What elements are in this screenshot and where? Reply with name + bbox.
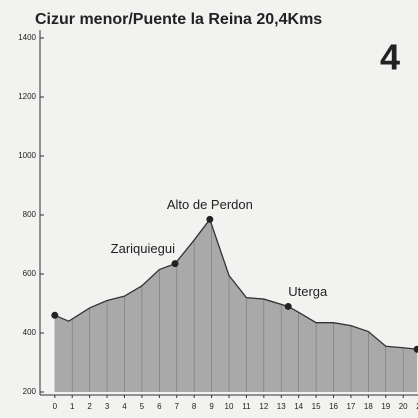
x-tick-label: 17 xyxy=(346,402,355,411)
y-tick-label: 1000 xyxy=(18,151,36,160)
x-tick-label: 13 xyxy=(277,402,286,411)
x-tick-label: 18 xyxy=(364,402,373,411)
point xyxy=(413,345,418,353)
x-tick-label: 6 xyxy=(157,402,162,411)
x-tick-label: 3 xyxy=(105,402,110,411)
point xyxy=(206,215,214,223)
point xyxy=(51,311,59,319)
x-tick-label: 21 xyxy=(416,402,418,411)
x-tick-label: 16 xyxy=(329,402,338,411)
stage-number: 4 xyxy=(380,37,400,78)
y-tick-label: 1200 xyxy=(18,92,36,101)
x-tick-label: 19 xyxy=(381,402,390,411)
x-tick-label: 2 xyxy=(87,402,92,411)
x-tick-label: 4 xyxy=(122,402,127,411)
point xyxy=(171,260,179,268)
x-tick-label: 1 xyxy=(70,402,75,411)
chart-title: Cizur menor/Puente la Reina 20,4Kms xyxy=(35,11,322,28)
x-tick-label: 8 xyxy=(192,402,197,411)
y-tick-label: 400 xyxy=(23,328,37,337)
x-tick-label: 10 xyxy=(225,402,234,411)
x-tick-label: 15 xyxy=(312,402,321,411)
x-tick-label: 12 xyxy=(259,402,268,411)
annotation: Alto de Perdon xyxy=(167,197,253,212)
profile-line xyxy=(54,218,418,350)
x-tick-label: 20 xyxy=(399,402,408,411)
x-tick-label: 0 xyxy=(53,402,58,411)
annotation: Zariquiegui xyxy=(111,241,175,256)
x-tick-label: 14 xyxy=(294,402,303,411)
point xyxy=(284,302,292,310)
annotation: Uterga xyxy=(288,284,328,299)
y-tick-label: 1400 xyxy=(18,33,36,42)
x-tick-label: 9 xyxy=(209,402,214,411)
x-tick-label: 11 xyxy=(242,402,251,411)
x-tick-label: 5 xyxy=(140,402,145,411)
y-tick-label: 200 xyxy=(23,387,37,396)
y-tick-label: 800 xyxy=(23,210,37,219)
area xyxy=(54,219,418,392)
x-tick-label: 7 xyxy=(175,402,180,411)
y-tick-label: 600 xyxy=(23,269,37,278)
